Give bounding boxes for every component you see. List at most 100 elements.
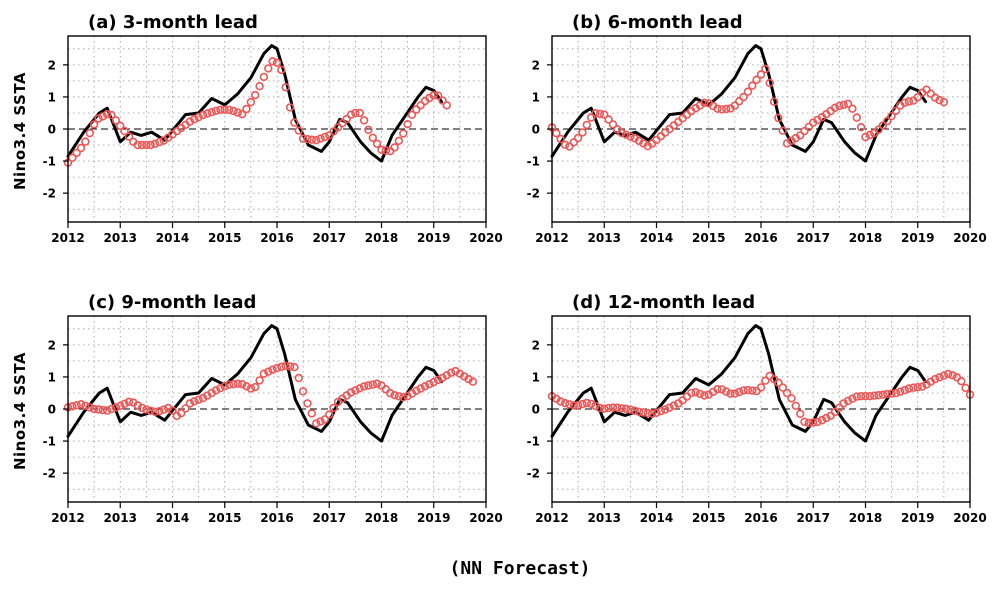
forecast-point (957, 376, 966, 386)
y-tick-label: -2 (43, 187, 56, 201)
observed-series-line (550, 324, 928, 443)
forecast-point (359, 382, 369, 391)
y-tick-label: 0 (48, 123, 56, 137)
forecast-point (687, 388, 696, 398)
forecast-point (355, 384, 364, 393)
forecast-point (251, 382, 260, 392)
forecast-point (774, 113, 783, 123)
forecast-point (342, 114, 351, 124)
forecast-point (412, 386, 421, 396)
forecast-point (381, 146, 391, 155)
y-tick-label: -1 (527, 435, 540, 449)
forecast-point (320, 132, 330, 142)
forecast-point (830, 103, 840, 113)
forecast-point (190, 115, 199, 124)
forecast-point (438, 373, 447, 382)
forecast-point (669, 401, 679, 410)
forecast-point (242, 104, 251, 114)
forecast-point (843, 396, 853, 406)
forecast-point (656, 406, 666, 416)
forecast-point (804, 122, 814, 132)
forecast-point (285, 362, 295, 371)
forecast-point (420, 382, 430, 391)
forecast-point (948, 371, 957, 380)
forecast-point (626, 405, 635, 414)
panel-title: (c) 9-month lead (88, 292, 256, 313)
forecast-point (813, 417, 822, 427)
x-tick-label: 2018 (849, 231, 882, 245)
forecast-point (560, 398, 570, 408)
forecast-point (578, 399, 587, 409)
forecast-point (390, 143, 399, 152)
forecast-point (565, 142, 574, 151)
forecast-point (856, 391, 866, 401)
forecast-point (372, 139, 382, 149)
forecast-point (787, 394, 796, 403)
x-tick-label: 2019 (901, 231, 934, 245)
panel-b: 2012 2013 2014 2015 2016 2017 2018 2019 2020 -2 -1… (527, 12, 987, 245)
forecast-point (176, 408, 186, 418)
forecast-point (560, 140, 570, 150)
forecast-point (246, 97, 256, 107)
forecast-point (870, 391, 879, 400)
forecast-point (756, 70, 766, 79)
forecast-point (900, 385, 909, 395)
forecast-point (268, 365, 277, 374)
forecast-point (891, 388, 901, 398)
forecast-point (665, 403, 674, 412)
x-tick-label: 2020 (469, 511, 502, 525)
forecast-point (447, 368, 456, 377)
x-tick-label: 2014 (156, 511, 189, 525)
forecast-point (124, 132, 134, 141)
forecast-point (433, 375, 443, 385)
forecast-point (94, 114, 103, 123)
forecast-point (904, 384, 914, 393)
forecast-point (569, 401, 578, 410)
forecast-point (220, 105, 229, 115)
forecast-point (399, 393, 408, 402)
forecast-point (364, 381, 373, 390)
forecast-point (604, 403, 613, 413)
panel-d: 2012 2013 2014 2015 2016 2017 2018 2019 2020 -2 -1… (527, 292, 987, 525)
forecast-point (346, 388, 356, 397)
forecast-point (102, 406, 112, 415)
forecast-point (94, 405, 103, 414)
forecast-point (137, 403, 147, 413)
forecast-point (325, 410, 334, 419)
x-tick-label: 2017 (797, 231, 830, 245)
forecast-point (822, 413, 831, 423)
forecast-point (159, 405, 169, 414)
forecast-point (817, 415, 827, 425)
forecast-point (717, 105, 727, 114)
forecast-point (89, 404, 99, 414)
forecast-point (416, 101, 425, 110)
observed-series-line (550, 44, 928, 163)
forecast-point (796, 409, 805, 419)
forecast-point (355, 108, 364, 118)
forecast-point (896, 387, 905, 396)
forecast-point (939, 97, 949, 107)
forecast-point (468, 377, 478, 386)
y-tick-label: 2 (532, 338, 540, 352)
forecast-point (238, 379, 247, 389)
forecast-point (338, 118, 347, 128)
forecast-point (281, 361, 290, 370)
forecast-point (865, 391, 875, 401)
forecast-point (155, 406, 164, 416)
forecast-point (848, 104, 857, 113)
forecast-point (216, 383, 225, 393)
forecast-point (861, 391, 870, 401)
forecast-point (774, 378, 783, 387)
x-tick-label: 2019 (417, 231, 450, 245)
forecast-point (743, 87, 753, 96)
forecast-point (961, 383, 970, 393)
forecast-point (695, 389, 705, 399)
forecast-point (303, 134, 312, 144)
forecast-point (761, 64, 770, 74)
forecast-point (626, 132, 635, 141)
forecast-point (224, 105, 234, 115)
forecast-point (211, 106, 221, 116)
forecast-point (761, 376, 770, 385)
forecast-point (216, 105, 225, 115)
y-tick-label: -1 (43, 155, 56, 169)
